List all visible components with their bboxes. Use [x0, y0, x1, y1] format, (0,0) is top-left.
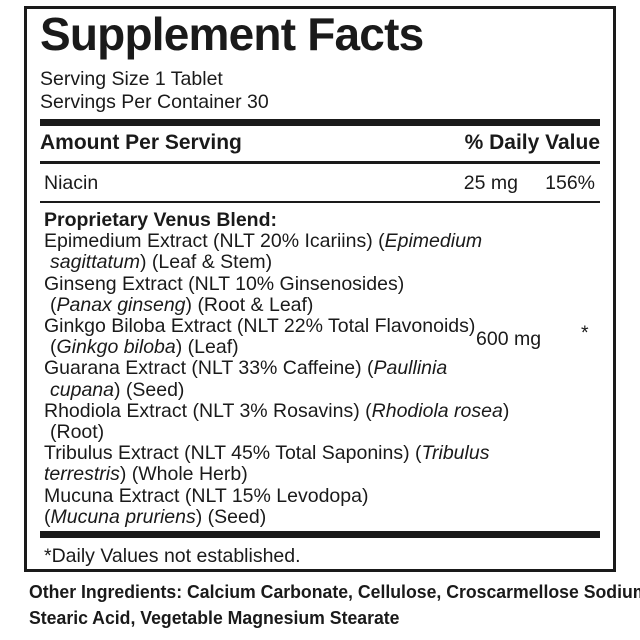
latin-binomial: terrestris	[44, 463, 120, 486]
daily-value-footnote: *Daily Values not established.	[44, 545, 301, 567]
blend-ingredient-line: Epimedium Extract (NLT 20% Icariins) (Ep…	[44, 230, 483, 253]
blend-ingredient-line: sagittatum) (Leaf & Stem)	[50, 251, 273, 274]
blend-ingredient-line: Guarana Extract (NLT 33% Caffeine) (Paul…	[44, 357, 448, 380]
latin-binomial: Ginkgo biloba	[56, 336, 176, 359]
latin-binomial: Mucuna pruriens	[50, 505, 196, 528]
divider-thick-above-footnote	[40, 531, 600, 538]
blend-ingredient-line: Ginkgo Biloba Extract (NLT 22% Total Fla…	[44, 315, 476, 338]
blend-ingredient-line: Tribulus Extract (NLT 45% Total Saponins…	[44, 442, 490, 465]
nutrient-name: Niacin	[44, 172, 99, 194]
blend-ingredient-line: (Ginkgo biloba) (Leaf)	[50, 336, 239, 359]
latin-binomial: cupana	[50, 378, 114, 401]
proprietary-blend-daily-value: *	[581, 322, 589, 344]
servings-per-container-text: Servings Per Container 30	[40, 91, 269, 113]
daily-value-header: % Daily Value	[464, 131, 600, 154]
latin-binomial: Epimedium	[384, 230, 483, 253]
blend-ingredient-line: cupana) (Seed)	[50, 378, 185, 401]
other-ingredients-block: Other Ingredients: Calcium Carbonate, Ce…	[29, 579, 640, 631]
table-header-row: Amount Per Serving % Daily Value	[40, 129, 600, 159]
divider-under-table-header	[40, 161, 600, 164]
latin-binomial: sagittatum	[50, 251, 140, 274]
serving-size-text: Serving Size 1 Tablet	[40, 68, 223, 90]
latin-binomial: Rhodiola rosea	[371, 399, 503, 422]
latin-binomial: Tribulus	[421, 442, 490, 465]
page-title: Supplement Facts	[40, 8, 424, 60]
proprietary-blend-list: Proprietary Venus Blend: Epimedium Extra…	[44, 209, 510, 528]
proprietary-blend-amount: 600 mg	[476, 328, 542, 350]
amount-per-serving-header: Amount Per Serving	[40, 131, 242, 154]
blend-ingredient-line: Rhodiola Extract (NLT 3% Rosavins) (Rhod…	[44, 399, 510, 422]
latin-binomial: Panax ginseng	[56, 293, 186, 316]
latin-binomial: Paullinia	[373, 357, 448, 380]
blend-ingredient-line: Ginseng Extract (NLT 10% Ginsenosides)	[44, 272, 405, 295]
blend-ingredient-line: (Panax ginseng) (Root & Leaf)	[50, 293, 314, 316]
nutrient-amount: 25 mg	[463, 172, 518, 194]
proprietary-blend-title: Proprietary Venus Blend:	[44, 209, 277, 231]
blend-ingredient-line: Mucuna Extract (NLT 15% Levodopa)	[44, 484, 369, 507]
blend-ingredient-line: (Root)	[50, 421, 105, 444]
other-ingredients-line-1: Other Ingredients: Calcium Carbonate, Ce…	[29, 581, 640, 602]
divider-under-nutrient-row	[40, 201, 600, 203]
divider-thick-under-serving	[40, 119, 600, 126]
nutrient-daily-value: 156%	[545, 172, 595, 194]
other-ingredients-line-2: Stearic Acid, Vegetable Magnesium Steara…	[29, 607, 400, 628]
blend-ingredient-line: terrestris) (Whole Herb)	[44, 463, 248, 486]
table-row: Niacin 25 mg 156%	[40, 170, 600, 198]
blend-ingredient-line: (Mucuna pruriens) (Seed)	[44, 505, 267, 528]
supplement-facts-panel: Supplement Facts Serving Size 1 Tablet S…	[24, 6, 616, 572]
